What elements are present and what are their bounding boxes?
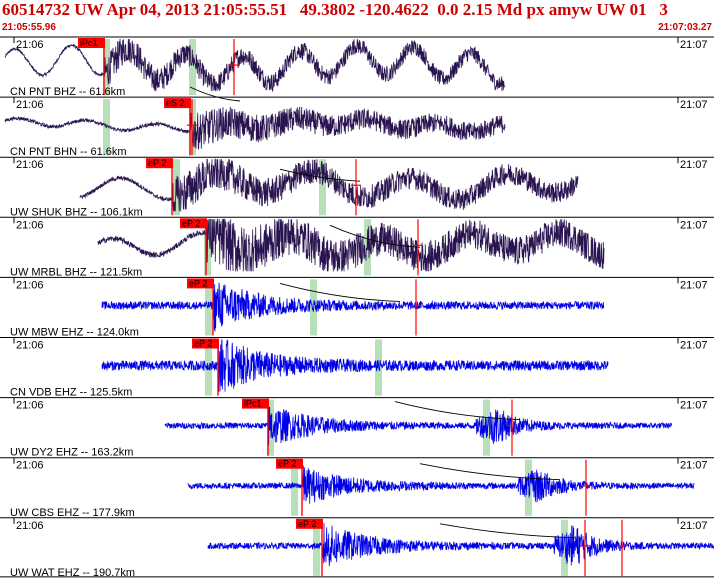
station-label: CN PNT BHZ -- 61.6km (10, 86, 125, 98)
phase-pick-box[interactable] (192, 338, 219, 349)
phase-pick-box[interactable] (242, 398, 269, 409)
waveform-trace (101, 339, 609, 392)
coda-window-band (189, 39, 196, 96)
station-label: CN PNT BHN -- 61.6km (10, 146, 127, 158)
trace-end-minute: 21:07 (680, 99, 708, 111)
waveform-trace (97, 218, 605, 272)
travel-time-curve (419, 463, 561, 481)
phase-pick-label: eP 2 (189, 278, 207, 288)
phase-pick-label: eP 2 (148, 158, 166, 168)
coda-window-band (319, 159, 326, 216)
waveform-trace (79, 158, 579, 212)
trace-panel[interactable]: eP 2 21:06 21:07 UW CBS EHZ -- 177.9km (0, 457, 714, 519)
waveform-trace (4, 106, 506, 150)
trace-end-minute: 21:07 (680, 460, 708, 472)
coda-window-band (291, 459, 298, 516)
coda-window-band (561, 519, 568, 576)
trace-end-minute: 21:07 (680, 159, 708, 171)
waveform-trace (164, 406, 673, 446)
trace-panel[interactable]: eP 2 21:06 21:07 UW MBW EHZ -- 124.0km (0, 276, 714, 339)
phase-pick-label: iPc1 (244, 399, 262, 409)
waveform-trace (4, 38, 506, 93)
window-end-time: 21:07:03.27 (658, 22, 712, 33)
trace-panel[interactable]: eP 2 21:06 21:07 UW WAT EHZ -- 190.7km (0, 517, 714, 578)
waveform-trace (207, 523, 714, 567)
phase-pick-box[interactable] (164, 98, 191, 109)
trace-end-minute: 21:07 (680, 219, 708, 231)
trace-start-minute: 21:06 (16, 219, 44, 231)
station-label: UW SHUK BHZ -- 106.1km (10, 206, 143, 218)
travel-time-curve (189, 86, 241, 102)
trace-start-minute: 21:06 (16, 159, 44, 171)
trace-end-minute: 21:07 (680, 39, 708, 51)
event-header: 60514732 UW Apr 04, 2013 21:05:55.51 49.… (0, 0, 714, 36)
waveform-trace (187, 465, 695, 504)
trace-end-minute: 21:07 (680, 400, 708, 412)
event-title: 60514732 UW Apr 04, 2013 21:05:55.51 49.… (2, 0, 668, 19)
station-label: UW WAT EHZ -- 190.7km (10, 567, 135, 578)
trace-start-minute: 21:06 (16, 520, 44, 532)
trace-panel[interactable]: eP 2 21:06 21:07 UW SHUK BHZ -- 106.1km (0, 156, 714, 218)
trace-start-minute: 21:06 (16, 279, 44, 291)
trace-panel[interactable]: iPc1 21:06 21:07 UW DY2 EHZ -- 163.2km (0, 397, 714, 459)
trace-start-minute: 21:06 (16, 340, 44, 352)
travel-time-curve (329, 224, 421, 248)
phase-pick-label: eP 2 (194, 339, 212, 349)
travel-time-curve (394, 401, 521, 421)
phase-pick-box[interactable] (276, 458, 303, 469)
station-label: UW MBW EHZ -- 124.0km (10, 327, 139, 339)
window-start-time: 21:05:55.96 (2, 22, 56, 33)
trace-panel[interactable]: eP 2 21:06 21:07 UW MRBL BHZ -- 121.5km (0, 216, 714, 278)
trace-start-minute: 21:06 (16, 99, 44, 111)
phase-pick-label: iPc1 (80, 38, 98, 48)
trace-start-minute: 21:06 (16, 39, 44, 51)
trace-end-minute: 21:07 (680, 520, 708, 532)
trace-panel[interactable]: iPc1 21:06 21:07 CN PNT BHZ -- 61.6km (0, 36, 714, 102)
trace-start-minute: 21:06 (16, 460, 44, 472)
coda-window-band (364, 219, 371, 276)
phase-pick-box[interactable] (296, 518, 323, 529)
trace-end-minute: 21:07 (680, 340, 708, 352)
phase-pick-box[interactable] (78, 38, 105, 48)
station-label: CN VDB EHZ -- 125.5km (10, 387, 132, 399)
phase-pick-label: eP 2 (278, 459, 296, 469)
travel-time-curve (279, 282, 401, 302)
trace-end-minute: 21:07 (680, 279, 708, 291)
waveform-trace (101, 282, 605, 332)
station-label: UW DY2 EHZ -- 163.2km (10, 447, 133, 459)
station-label: UW MRBL BHZ -- 121.5km (10, 266, 142, 278)
travel-time-curve (439, 523, 576, 539)
phase-pick-box[interactable] (146, 158, 173, 169)
phase-pick-box[interactable] (187, 278, 214, 289)
phase-pick-label: eP 2 (298, 519, 316, 529)
trace-start-minute: 21:06 (16, 400, 44, 412)
phase-pick-label: eP 2 (182, 218, 200, 228)
travel-time-curve (279, 168, 361, 182)
trace-panel[interactable]: eS 2 21:06 21:07 CN PNT BHN -- 61.6km (0, 96, 714, 158)
phase-pick-box[interactable] (180, 218, 207, 229)
station-label: UW CBS EHZ -- 177.9km (10, 507, 135, 519)
trace-panel[interactable]: eP 2 21:06 21:07 CN VDB EHZ -- 125.5km (0, 337, 714, 399)
coda-window-band (205, 279, 212, 336)
phase-pick-label: eS 2 (166, 98, 185, 108)
